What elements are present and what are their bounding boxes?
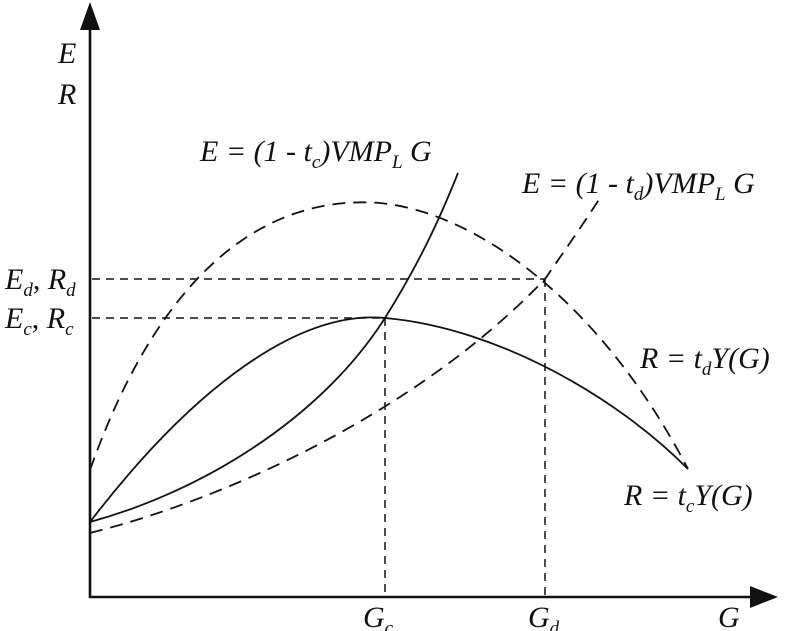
- y-axis-label-e: E: [57, 37, 76, 70]
- revenue-curve-tc: [89, 316, 689, 523]
- label-expenditure-tc: E = (1 - tc)VMPL G: [199, 135, 432, 173]
- label-expenditure-td: E = (1 - td)VMPL G: [521, 167, 755, 205]
- revenue-curve-td: [89, 201, 689, 471]
- x-axis-arrow: [750, 586, 778, 608]
- y-tick-label-d: Ed, Rd: [4, 263, 76, 301]
- expenditure-curve-td: [89, 197, 601, 534]
- label-revenue-td: R = tdY(G): [639, 342, 770, 380]
- axes: [80, 2, 778, 608]
- x-axis-label: G: [718, 601, 740, 631]
- y-axis-arrow: [80, 2, 100, 30]
- guide-lines: [92, 278, 546, 597]
- label-revenue-tc: R = tcY(G): [623, 479, 753, 517]
- x-tick-label-d: Gd: [528, 601, 560, 631]
- y-axis-label-r: R: [57, 78, 76, 111]
- expenditure-curve-tc: [89, 172, 459, 523]
- y-tick-label-c: Ec, Rc: [4, 302, 74, 340]
- x-tick-label-c: Gc: [363, 601, 394, 631]
